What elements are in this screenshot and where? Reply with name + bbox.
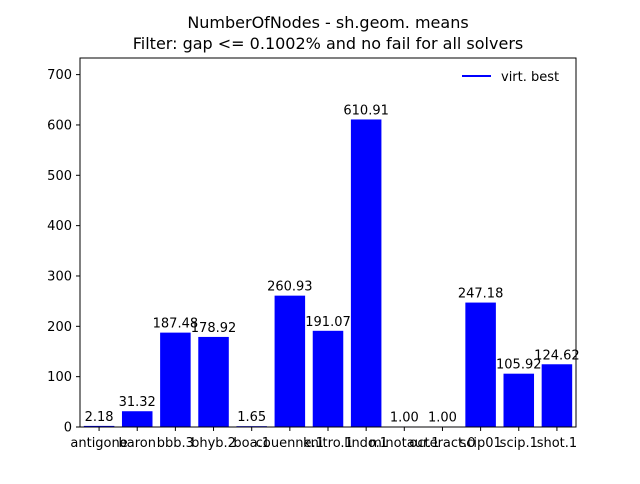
bar-value-label: 178.92: [191, 321, 237, 336]
y-tick-label: 0: [64, 421, 72, 436]
bar-value-label: 1.00: [390, 410, 419, 425]
bar-value-label: 1.00: [428, 410, 457, 425]
bar: [160, 332, 191, 427]
bar: [465, 302, 496, 427]
x-tick-label: scip.1: [500, 436, 538, 451]
bar: [121, 411, 153, 427]
x-tick-label: couenne.1: [256, 436, 324, 451]
x-tick-label: octeract.0: [409, 436, 475, 451]
x-tick-label: knitro.1: [303, 436, 353, 451]
y-tick-label: 300: [47, 269, 72, 284]
bar: [198, 336, 229, 427]
y-tick-label: 200: [47, 320, 72, 335]
x-tick-label: lindo.1: [344, 436, 388, 451]
bar-value-label: 105.92: [496, 358, 542, 373]
x-tick-label: bbb.3: [157, 436, 194, 451]
x-tick-label: minotaur.1: [369, 436, 439, 451]
bar-value-label: 260.93: [267, 280, 313, 295]
bars-group: [83, 119, 573, 428]
x-tick-label: scip01: [459, 436, 501, 451]
bar-value-label: 191.07: [305, 315, 351, 330]
y-tick-label: 500: [47, 169, 72, 184]
bar: [83, 425, 115, 427]
chart-subtitle: Filter: gap <= 0.1002% and no fail for a…: [133, 34, 523, 53]
legend-label: virt. best: [501, 70, 559, 85]
bar-value-label: 610.91: [343, 103, 389, 118]
x-tick-label: bhyb.2: [191, 436, 236, 451]
legend: virt. best: [462, 70, 559, 85]
bar-value-label: 1.65: [237, 410, 266, 425]
bar-value-label: 247.18: [458, 287, 504, 302]
bar-value-label: 31.32: [119, 395, 156, 410]
y-axis: 0 100 200 300 400 500 600 700: [47, 68, 80, 436]
bar: [312, 330, 344, 427]
bar: [541, 364, 573, 427]
bar: [274, 295, 306, 427]
y-tick-label: 700: [47, 68, 72, 83]
y-tick-label: 600: [47, 118, 72, 133]
bar: [503, 373, 535, 427]
bar-value-label: 124.62: [534, 348, 580, 363]
x-tick-label: shot.1: [537, 436, 577, 451]
bar: [350, 119, 382, 428]
bar-value-label: 2.18: [85, 410, 114, 425]
x-tick-label: boa.1: [233, 436, 270, 451]
plot-frame: [79, 57, 577, 428]
chart-title: NumberOfNodes - sh.geom. means: [187, 13, 468, 32]
bar-value-label: 187.48: [153, 317, 199, 332]
y-tick-label: 400: [47, 219, 72, 234]
x-tick-label: baron: [118, 436, 155, 451]
x-tick-label: antigone: [70, 436, 127, 451]
y-tick-label: 100: [47, 370, 72, 385]
